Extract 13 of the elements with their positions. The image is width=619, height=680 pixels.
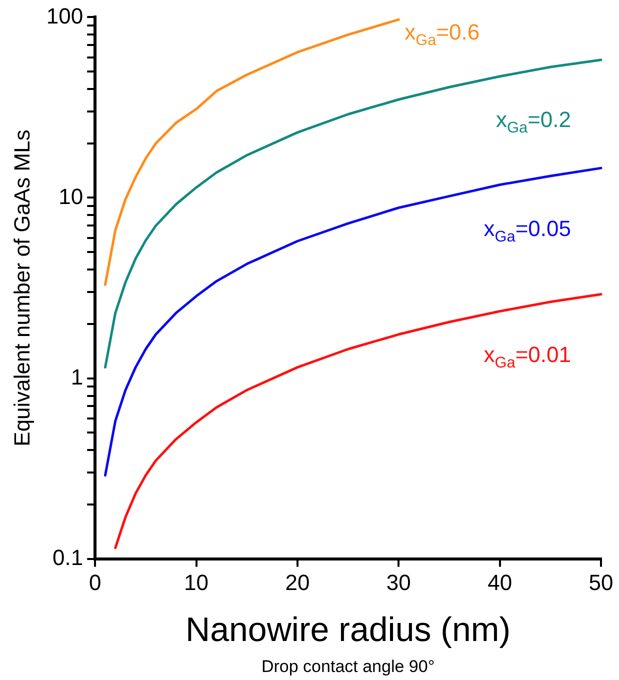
x-tick-label: 10 bbox=[184, 570, 209, 596]
x-tick-label: 30 bbox=[386, 570, 411, 596]
x-tick-label: 0 bbox=[88, 570, 102, 596]
x-axis-title: Nanowire radius (nm) bbox=[186, 610, 511, 649]
y-tick-label: 0.1 bbox=[52, 544, 84, 570]
x-tick-label: 50 bbox=[588, 570, 614, 596]
y-tick-label: 100 bbox=[46, 3, 84, 28]
y-tick-label: 10 bbox=[58, 184, 84, 209]
x-tick-label: 20 bbox=[285, 570, 310, 596]
text: Drop contact angle 90° bbox=[261, 657, 435, 676]
x-tick-label: 40 bbox=[488, 570, 512, 596]
y-tick-label: 1 bbox=[70, 364, 84, 390]
y-axis-title: Equivalent number of GaAs MLs bbox=[9, 130, 34, 446]
